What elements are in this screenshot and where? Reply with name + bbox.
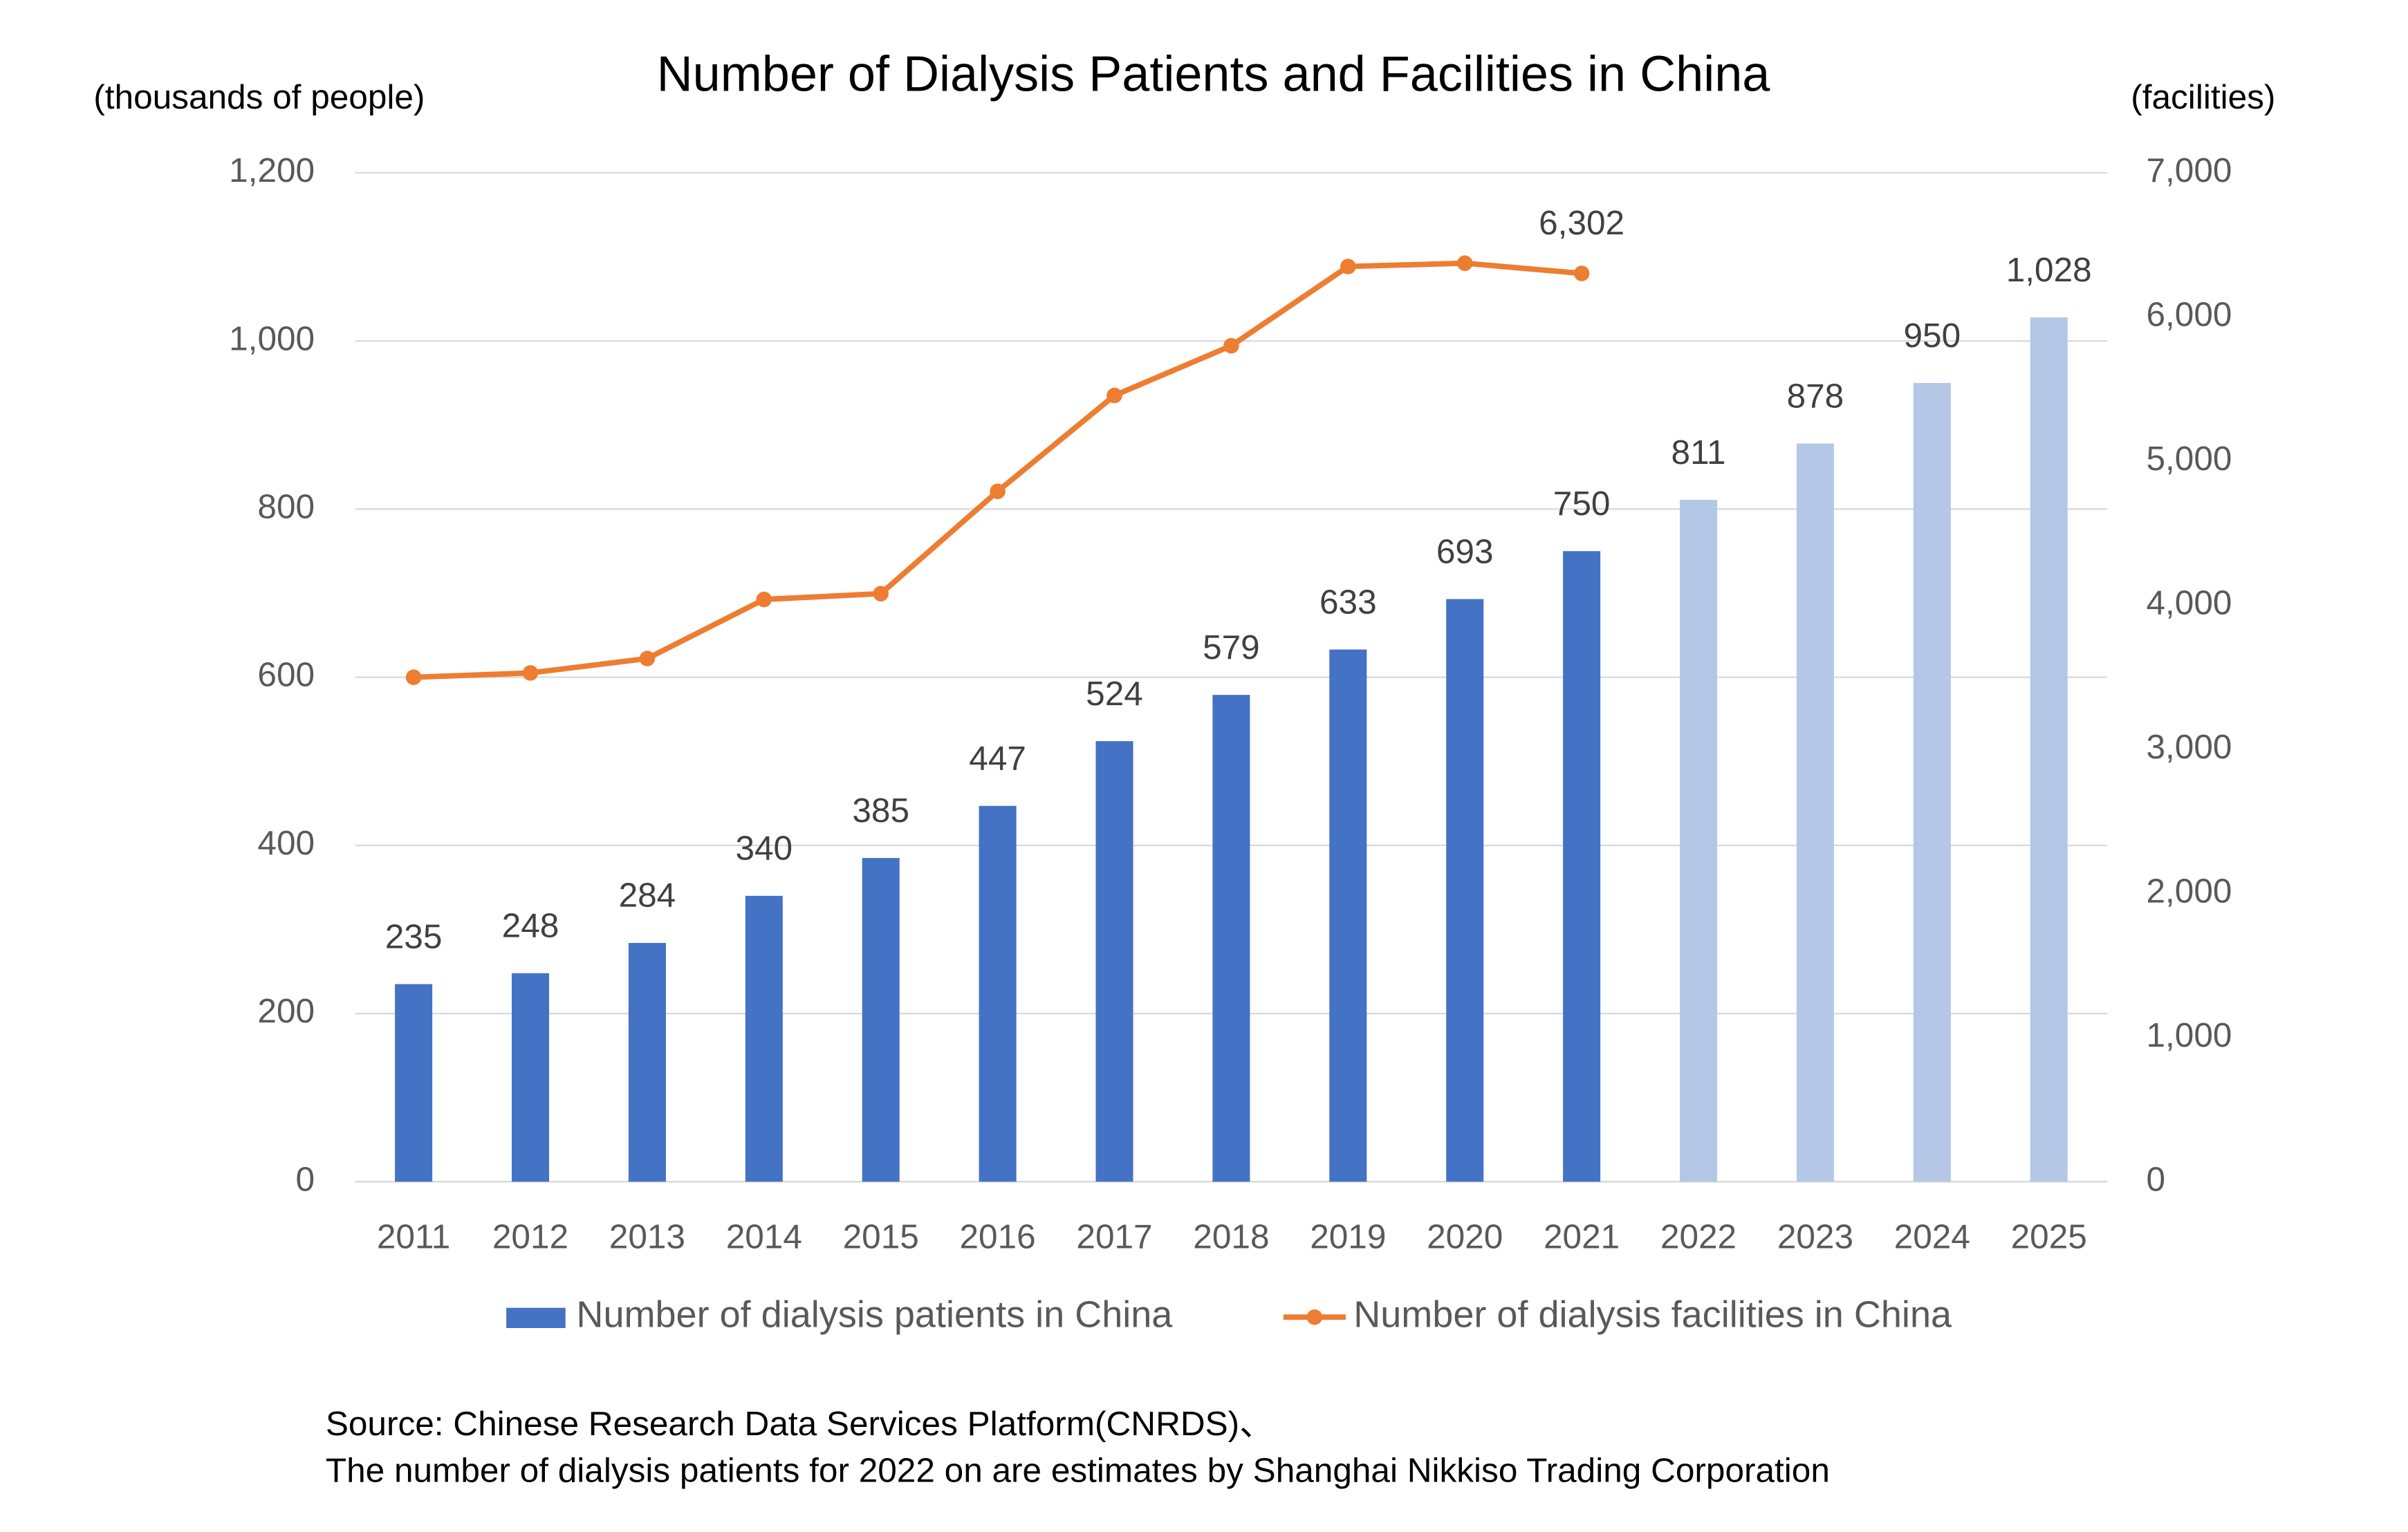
- line-marker: [990, 483, 1006, 499]
- x-tick-label: 2012: [492, 1218, 568, 1256]
- bar: [2030, 317, 2068, 1182]
- bar: [1679, 500, 1718, 1182]
- bar: [511, 973, 550, 1182]
- legend-label: Number of dialysis facilities in China: [1353, 1294, 1952, 1336]
- x-tick-label: 2014: [726, 1218, 802, 1256]
- x-tick-label: 2013: [609, 1218, 685, 1256]
- bar: [1329, 649, 1367, 1182]
- bar: [745, 895, 783, 1182]
- data-label: 447: [969, 739, 1026, 777]
- x-tick-label: 2017: [1076, 1218, 1152, 1256]
- y2-tick-label: 2,000: [2146, 872, 2232, 910]
- bar: [1796, 443, 1834, 1182]
- x-tick-label: 2011: [377, 1218, 451, 1256]
- y-tick-label: 800: [257, 488, 315, 526]
- legend-swatch: [1306, 1309, 1323, 1325]
- x-tick-label: 2022: [1660, 1218, 1736, 1256]
- x-tick-label: 2020: [1427, 1218, 1503, 1256]
- line-marker: [639, 651, 656, 666]
- x-tick-label: 2024: [1894, 1218, 1970, 1256]
- data-label: 950: [1903, 317, 1961, 355]
- data-label: 6,302: [1539, 204, 1624, 242]
- y2-axis-label: (facilities): [2131, 78, 2275, 116]
- y-tick-label: 1,000: [229, 319, 315, 357]
- y2-tick-label: 4,000: [2146, 583, 2232, 622]
- y2-tick-label: 6,000: [2146, 296, 2232, 334]
- data-label: 385: [852, 792, 909, 830]
- source-note: The number of dialysis patients for 2022…: [326, 1452, 1830, 1490]
- line-marker: [873, 586, 889, 601]
- bar: [628, 942, 666, 1182]
- line: [413, 260, 1582, 680]
- data-label: 235: [385, 917, 443, 955]
- line-marker: [522, 665, 539, 681]
- y-tick-label: 1,200: [229, 151, 315, 189]
- y-tick-label: 600: [257, 656, 315, 694]
- data-label: 878: [1787, 377, 1844, 415]
- legend-label: Number of dialysis patients in China: [576, 1294, 1173, 1336]
- data-label: 750: [1553, 485, 1611, 523]
- bar: [862, 858, 900, 1182]
- data-label: 633: [1319, 583, 1377, 621]
- bar: [1095, 741, 1133, 1182]
- bar: [1212, 695, 1250, 1182]
- data-label: 524: [1086, 675, 1143, 713]
- line-marker: [405, 669, 422, 685]
- data-label: 284: [619, 877, 676, 915]
- y2-tick-label: 7,000: [2146, 151, 2232, 189]
- data-label: 579: [1203, 628, 1260, 666]
- y-tick-label: 0: [296, 1160, 315, 1198]
- data-label: 340: [735, 830, 793, 868]
- y2-tick-label: 0: [2146, 1160, 2165, 1198]
- line-marker: [1573, 265, 1590, 281]
- x-tick-label: 2018: [1193, 1218, 1269, 1256]
- y-tick-label: 200: [257, 992, 315, 1030]
- y2-tick-label: 3,000: [2146, 728, 2232, 766]
- line-marker: [1340, 259, 1356, 274]
- line-marker: [1223, 337, 1239, 354]
- line-marker: [1456, 255, 1473, 271]
- chart-title: Number of Dialysis Patients and Faciliti…: [657, 47, 1771, 102]
- x-tick-label: 2025: [2011, 1218, 2087, 1256]
- data-label: 693: [1436, 532, 1494, 570]
- data-label: 811: [1671, 433, 1726, 471]
- bar: [395, 984, 433, 1182]
- data-label: 1,028: [2006, 251, 2092, 289]
- x-tick-label: 2019: [1310, 1218, 1386, 1256]
- x-tick-label: 2015: [843, 1218, 919, 1256]
- bar: [1563, 551, 1601, 1182]
- source-note: Source: Chinese Research Data Services P…: [326, 1405, 1274, 1443]
- bar: [1446, 599, 1484, 1182]
- line-marker: [756, 591, 772, 608]
- x-tick-label: 2023: [1777, 1218, 1853, 1256]
- legend-swatch: [506, 1307, 566, 1328]
- y-tick-label: 400: [257, 824, 315, 862]
- bar: [979, 805, 1017, 1182]
- data-label: 248: [502, 906, 559, 944]
- y2-tick-label: 5,000: [2146, 440, 2232, 478]
- bar: [1913, 383, 1951, 1182]
- line-marker: [1106, 387, 1122, 404]
- x-tick-label: 2021: [1544, 1218, 1620, 1256]
- y2-tick-label: 1,000: [2146, 1016, 2232, 1054]
- y-axis-label: (thousands of people): [93, 78, 425, 116]
- x-tick-label: 2016: [960, 1218, 1036, 1256]
